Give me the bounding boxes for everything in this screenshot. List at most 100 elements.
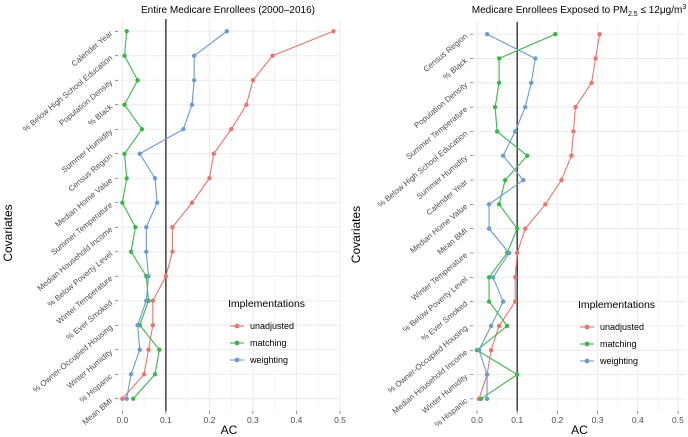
x-tick-label: 0.4 <box>291 415 303 425</box>
point-weighting-summer-humidity <box>500 153 506 158</box>
legend-label: unadjusted <box>600 322 644 332</box>
x-tick-label: 0.4 <box>632 415 644 425</box>
chart-title: Medicare Enrollees Exposed to PM2.5 ≤ 12… <box>472 4 687 18</box>
y-tick-label: Summer Humidity <box>415 153 469 201</box>
point-weighting-summer-temperature <box>154 200 160 205</box>
x-tick-label: 0.3 <box>592 415 604 425</box>
point-weighting-pct-below-poverty-level <box>490 275 496 280</box>
point-weighting-winter-humidity <box>137 347 142 352</box>
point-weighting-pct-ever-smoked <box>500 299 506 304</box>
x-tick-label: 0.0 <box>116 415 128 425</box>
point-matching-median-household-income <box>133 225 138 230</box>
point-unadjusted-summer-humidity <box>569 153 574 158</box>
point-matching-pct-below-poverty-level <box>486 275 492 280</box>
x-tick-label: 0.2 <box>551 415 563 425</box>
point-matching-pct-hispanic <box>152 372 158 377</box>
point-matching-calender-year <box>502 177 508 183</box>
point-unadjusted-winter-humidity <box>146 347 151 352</box>
point-matching-pct-hispanic <box>478 396 484 402</box>
point-unadjusted-pct-hispanic <box>141 372 147 377</box>
point-weighting-census-region <box>484 31 490 37</box>
x-tick-label: 0.0 <box>471 415 483 425</box>
legend-swatch-point <box>234 340 240 346</box>
point-unadjusted-median-household-income <box>170 225 175 230</box>
point-matching-summer-humidity <box>139 127 145 132</box>
x-tick-label: 0.3 <box>247 415 259 425</box>
point-weighting-median-home-value <box>152 176 158 181</box>
point-weighting-census-region <box>137 151 142 156</box>
series-line-weighting <box>126 30 228 399</box>
point-unadjusted-mean-bmi <box>523 226 528 231</box>
chart-title: Entire Medicare Enrollees (2000–2016) <box>141 5 315 16</box>
title-part: ≤ 12μg/m <box>638 5 683 16</box>
legend-label: matching <box>600 339 637 349</box>
x-axis-title: AC <box>571 423 588 437</box>
point-matching-winter-humidity <box>515 372 520 377</box>
point-matching-median-home-value <box>496 202 502 207</box>
series-line-weighting <box>478 33 536 399</box>
legend-item-weighting: weighting <box>230 355 288 365</box>
point-matching-census-region <box>122 151 127 156</box>
title-part: Medicare Enrollees Exposed to PM <box>472 5 628 16</box>
point-weighting-median-household-income <box>144 225 149 230</box>
legend-item-unadjusted: unadjusted <box>580 322 644 332</box>
point-unadjusted-population-density <box>589 80 594 85</box>
plot-background <box>473 22 686 411</box>
point-matching-population-density <box>496 80 502 85</box>
point-unadjusted-pct-ever-smoked <box>512 299 518 304</box>
point-unadjusted-pct-black <box>593 56 598 61</box>
y-tick-label: Summer Humidity <box>60 127 114 175</box>
point-matching-calender-year <box>124 29 129 34</box>
point-unadjusted-calender-year <box>331 29 336 34</box>
point-matching-population-density <box>135 78 140 83</box>
point-unadjusted-pct-below-high-school-education <box>571 129 576 134</box>
point-matching-mean-bmi <box>515 226 520 231</box>
point-unadjusted-summer-temperature <box>573 104 578 110</box>
point-unadjusted-median-household-income <box>488 348 494 353</box>
point-unadjusted-pct-ever-smoked <box>150 298 156 303</box>
point-weighting-winter-humidity <box>484 372 490 377</box>
point-weighting-pct-hispanic <box>484 396 490 402</box>
point-weighting-pct-hispanic <box>128 372 134 377</box>
legend-item-matching: matching <box>230 338 287 348</box>
point-unadjusted-census-region <box>211 151 216 156</box>
point-weighting-pct-black <box>189 102 195 107</box>
panel-1: Calender Year% Below High School Educati… <box>1 5 346 437</box>
point-weighting-mean-bmi <box>486 226 492 231</box>
point-weighting-pct-below-high-school-education <box>191 53 197 58</box>
series-line-unadjusted <box>121 30 334 400</box>
point-weighting-mean-bmi <box>124 396 129 401</box>
x-tick-label: 0.1 <box>511 415 523 425</box>
legend-label: weighting <box>249 355 288 365</box>
x-tick-label: 0.5 <box>672 415 684 425</box>
point-weighting-calender-year <box>521 177 526 183</box>
point-weighting-median-home-value <box>486 202 492 207</box>
point-unadjusted-pct-black <box>244 102 249 107</box>
point-unadjusted-pct-below-high-school-education <box>270 53 275 58</box>
plot-background <box>118 19 340 411</box>
legend-item-unadjusted: unadjusted <box>230 321 294 331</box>
point-weighting-pct-black <box>533 56 538 61</box>
point-matching-summer-temperature <box>120 200 125 205</box>
point-matching-pct-below-high-school-education <box>494 129 500 134</box>
point-weighting-population-density <box>191 78 197 83</box>
point-weighting-summer-temperature <box>523 104 528 110</box>
point-weighting-pct-owner-occupied-housing <box>488 323 494 329</box>
series-line-matching <box>121 31 160 400</box>
y-tick-label: % Black <box>441 55 470 81</box>
point-unadjusted-calender-year <box>559 177 564 183</box>
x-tick-label: 0.5 <box>334 415 346 425</box>
legend-swatch-point <box>584 324 590 330</box>
legend-swatch-point <box>584 341 590 347</box>
y-tick-label: % Black <box>86 102 115 128</box>
series-line-matching <box>476 33 556 400</box>
point-weighting-median-household-income <box>476 348 482 353</box>
point-matching-pct-black <box>496 56 502 61</box>
legend-label: matching <box>250 338 287 348</box>
point-weighting-winter-temperature <box>146 274 151 279</box>
point-unadjusted-pct-owner-occupied-housing <box>150 323 156 328</box>
point-weighting-pct-ever-smoked <box>144 298 149 303</box>
point-weighting-population-density <box>529 80 534 85</box>
point-unadjusted-median-home-value <box>543 202 548 207</box>
